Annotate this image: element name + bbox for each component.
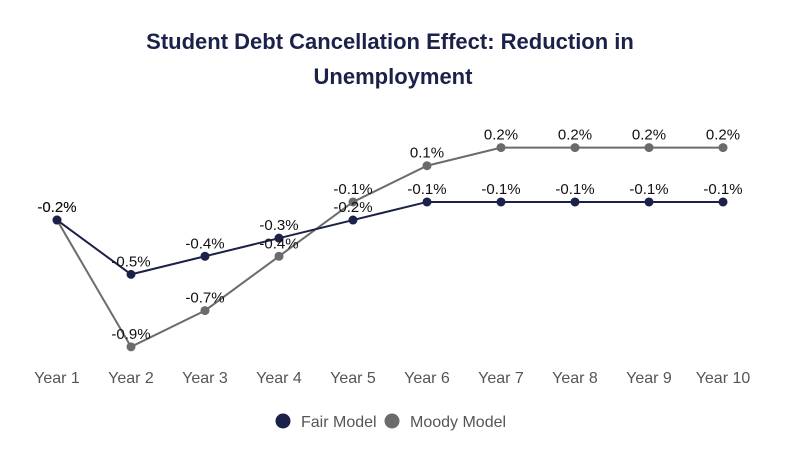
legend: Fair Model Moody Model [276,414,507,432]
data-label: -0.9% [111,326,150,343]
data-label: 0.2% [558,127,592,144]
data-label: -0.2% [333,199,372,216]
data-label: -0.7% [185,290,224,307]
data-label: -0.4% [259,235,298,252]
chart-title-line-1: Student Debt Cancellation Effect: Reduct… [146,29,634,54]
series-line [57,202,723,274]
chart-title: Student Debt Cancellation Effect: Reduct… [146,29,634,89]
legend-marker [385,414,400,429]
chart-container: Student Debt Cancellation Effect: Reduct… [0,0,800,450]
data-label: -0.1% [555,181,594,198]
data-label: -0.1% [481,181,520,198]
data-point[interactable] [423,161,432,170]
chart-title-line-2: Unemployment [314,64,474,89]
data-point[interactable] [423,197,432,206]
x-tick-label: Year 2 [108,370,154,387]
data-labels: -0.2%-0.5%-0.4%-0.3%-0.2%-0.1% -0.1% -0.1%… [37,127,742,343]
legend-label: Moody Model [410,414,506,431]
series-moody-model [53,143,728,351]
data-label: -0.1% [629,181,668,198]
data-label: 0.2% [706,127,740,144]
data-point[interactable] [719,143,728,152]
data-point[interactable] [201,252,210,261]
data-label: 0.1% [410,145,444,162]
data-point[interactable] [571,143,580,152]
x-tick-label: Year 7 [478,370,524,387]
data-label: -0.3% [259,217,298,234]
x-axis-tick-labels: Year 1 Year 2 Year 3 Year 4 Year 5 Year 6 Year… [34,370,750,387]
x-tick-label: Year 1 [34,370,80,387]
data-label: -0.5% [111,253,150,270]
data-point[interactable] [497,197,506,206]
series-fair-model [53,197,728,278]
legend-item[interactable]: Moody Model [385,414,507,432]
data-point[interactable] [127,342,136,351]
x-tick-label: Year 9 [626,370,672,387]
legend-marker [276,414,291,429]
data-point[interactable] [497,143,506,152]
data-label: -0.4% [185,235,224,252]
x-tick-label: Year 4 [256,370,302,387]
data-point[interactable] [201,306,210,315]
data-point[interactable] [349,216,358,225]
series-layer [53,143,728,351]
data-point[interactable] [127,270,136,279]
data-point[interactable] [53,216,62,225]
x-tick-label: Year 8 [552,370,598,387]
data-label: 0.2% [632,127,666,144]
legend-item[interactable]: Fair Model [276,414,377,432]
data-label: -0.1% [407,181,446,198]
data-label: -0.1% [703,181,742,198]
x-tick-label: Year 5 [330,370,376,387]
data-point[interactable] [645,197,654,206]
data-point[interactable] [645,143,654,152]
data-point[interactable] [719,197,728,206]
data-label: -0.2% [37,199,76,216]
x-tick-label: Year 6 [404,370,450,387]
data-label: 0.2% [484,127,518,144]
x-tick-label: Year 3 [182,370,228,387]
series-line [57,148,723,347]
data-point[interactable] [275,252,284,261]
data-label: -0.1% [333,181,372,198]
x-tick-label: Year 10 [696,370,751,387]
line-chart: Student Debt Cancellation Effect: Reduct… [0,0,800,450]
data-point[interactable] [571,197,580,206]
legend-label: Fair Model [301,414,377,431]
